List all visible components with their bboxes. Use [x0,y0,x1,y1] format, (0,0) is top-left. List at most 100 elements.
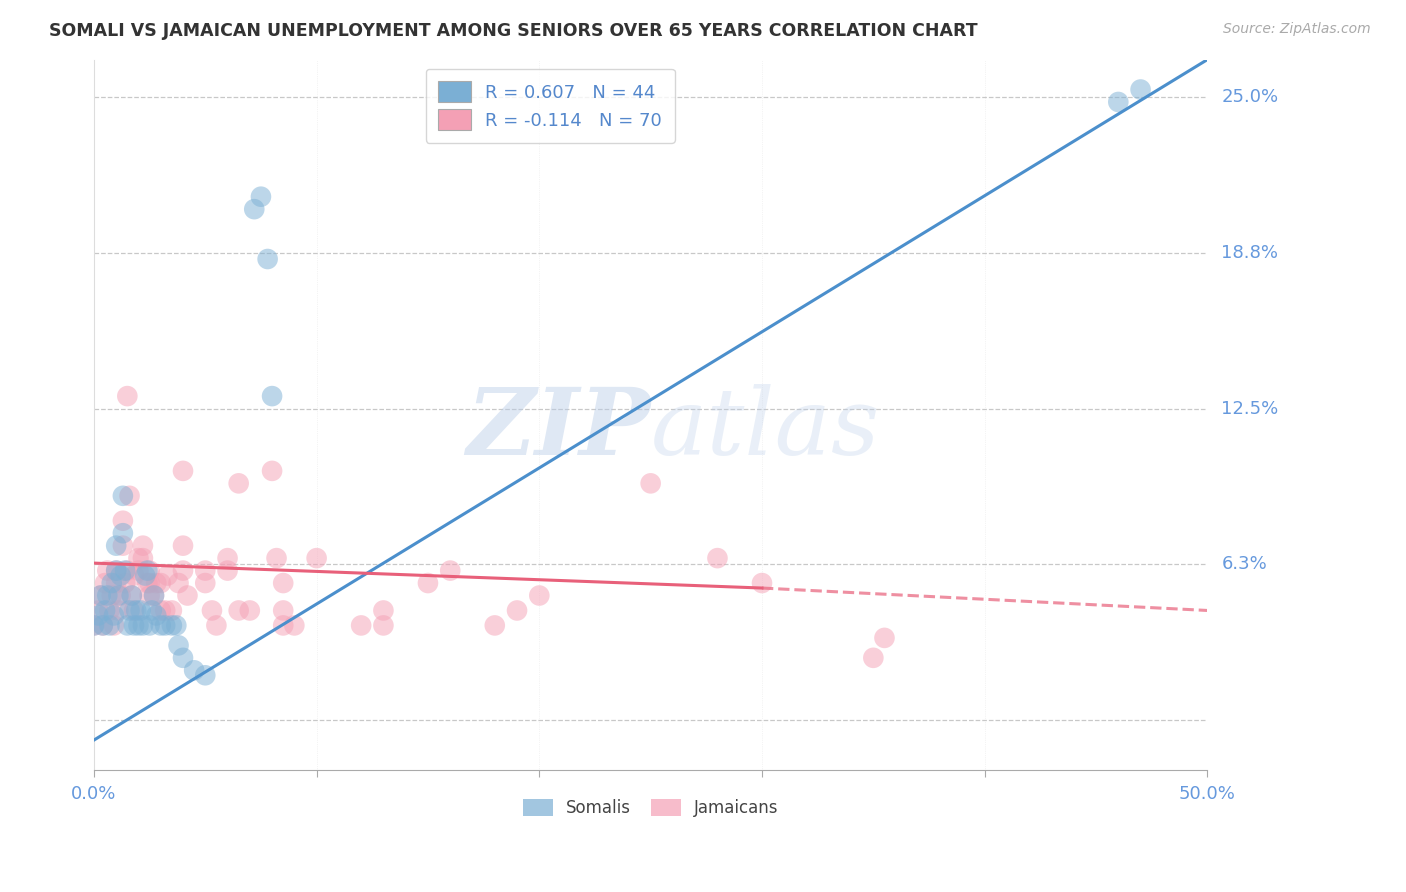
Point [228,476,250,491]
Text: 6.3%: 6.3% [1222,556,1267,574]
Point [132,551,155,566]
Text: atlas: atlas [651,384,880,474]
Point [107,589,129,603]
Point [111,539,134,553]
Point [373,618,395,632]
Point [103,608,125,623]
Point [305,551,328,566]
Point [172,650,194,665]
Point [105,576,128,591]
Point [83,618,105,632]
Point [138,576,160,591]
Point [91,618,114,632]
Point [373,603,395,617]
Point [439,564,461,578]
Point [117,389,139,403]
Point [160,618,183,632]
Point [751,576,773,591]
Point [266,551,288,566]
Point [145,576,167,591]
Point [87,608,110,623]
Point [107,603,129,617]
Point [100,576,122,591]
Point [862,650,884,665]
Point [172,539,194,553]
Point [91,618,114,632]
Point [160,603,183,617]
Point [243,202,266,216]
Point [105,539,128,553]
Point [262,464,284,478]
Point [127,564,149,578]
Point [83,618,105,632]
Point [141,603,163,617]
Point [484,618,506,632]
Point [228,603,250,617]
Point [127,551,149,566]
Point [1107,95,1129,109]
Point [143,589,166,603]
Point [90,589,112,603]
Point [194,668,217,682]
Point [105,564,128,578]
Point [122,618,145,632]
Point [94,603,117,617]
Point [172,464,194,478]
Point [100,589,122,603]
Text: ZIP: ZIP [467,384,651,474]
Point [283,618,305,632]
Point [640,476,662,491]
Point [172,564,194,578]
Point [706,551,728,566]
Point [125,603,148,617]
Point [149,576,172,591]
Point [132,539,155,553]
Point [134,568,156,582]
Point [118,603,141,617]
Point [136,576,159,591]
Point [250,190,273,204]
Point [194,564,217,578]
Point [98,618,121,632]
Point [201,603,224,617]
Text: 25.0%: 25.0% [1222,88,1278,106]
Point [153,618,176,632]
Point [90,589,112,603]
Point [111,526,134,541]
Point [271,576,294,591]
Point [194,576,217,591]
Point [98,603,121,617]
Point [96,589,118,603]
Point [145,608,167,623]
Point [153,603,176,617]
Point [117,618,139,632]
Legend: Somalis, Jamaicans: Somalis, Jamaicans [515,791,787,826]
Point [167,639,190,653]
Text: Source: ZipAtlas.com: Source: ZipAtlas.com [1223,22,1371,37]
Point [149,618,172,632]
Point [118,489,141,503]
Text: 18.8%: 18.8% [1222,244,1278,261]
Point [121,589,143,603]
Point [138,618,160,632]
Point [111,514,134,528]
Point [132,618,155,632]
Point [127,618,149,632]
Point [165,618,187,632]
Point [217,564,239,578]
Point [256,252,278,266]
Point [350,618,373,632]
Point [167,576,190,591]
Point [1129,82,1152,96]
Point [873,631,896,645]
Point [143,589,166,603]
Point [114,564,136,578]
Point [183,663,205,677]
Point [271,603,294,617]
Point [103,618,125,632]
Point [239,603,262,617]
Text: SOMALI VS JAMAICAN UNEMPLOYMENT AMONG SENIORS OVER 65 YEARS CORRELATION CHART: SOMALI VS JAMAICAN UNEMPLOYMENT AMONG SE… [49,22,977,40]
Point [110,589,132,603]
Point [121,589,143,603]
Point [117,564,139,578]
